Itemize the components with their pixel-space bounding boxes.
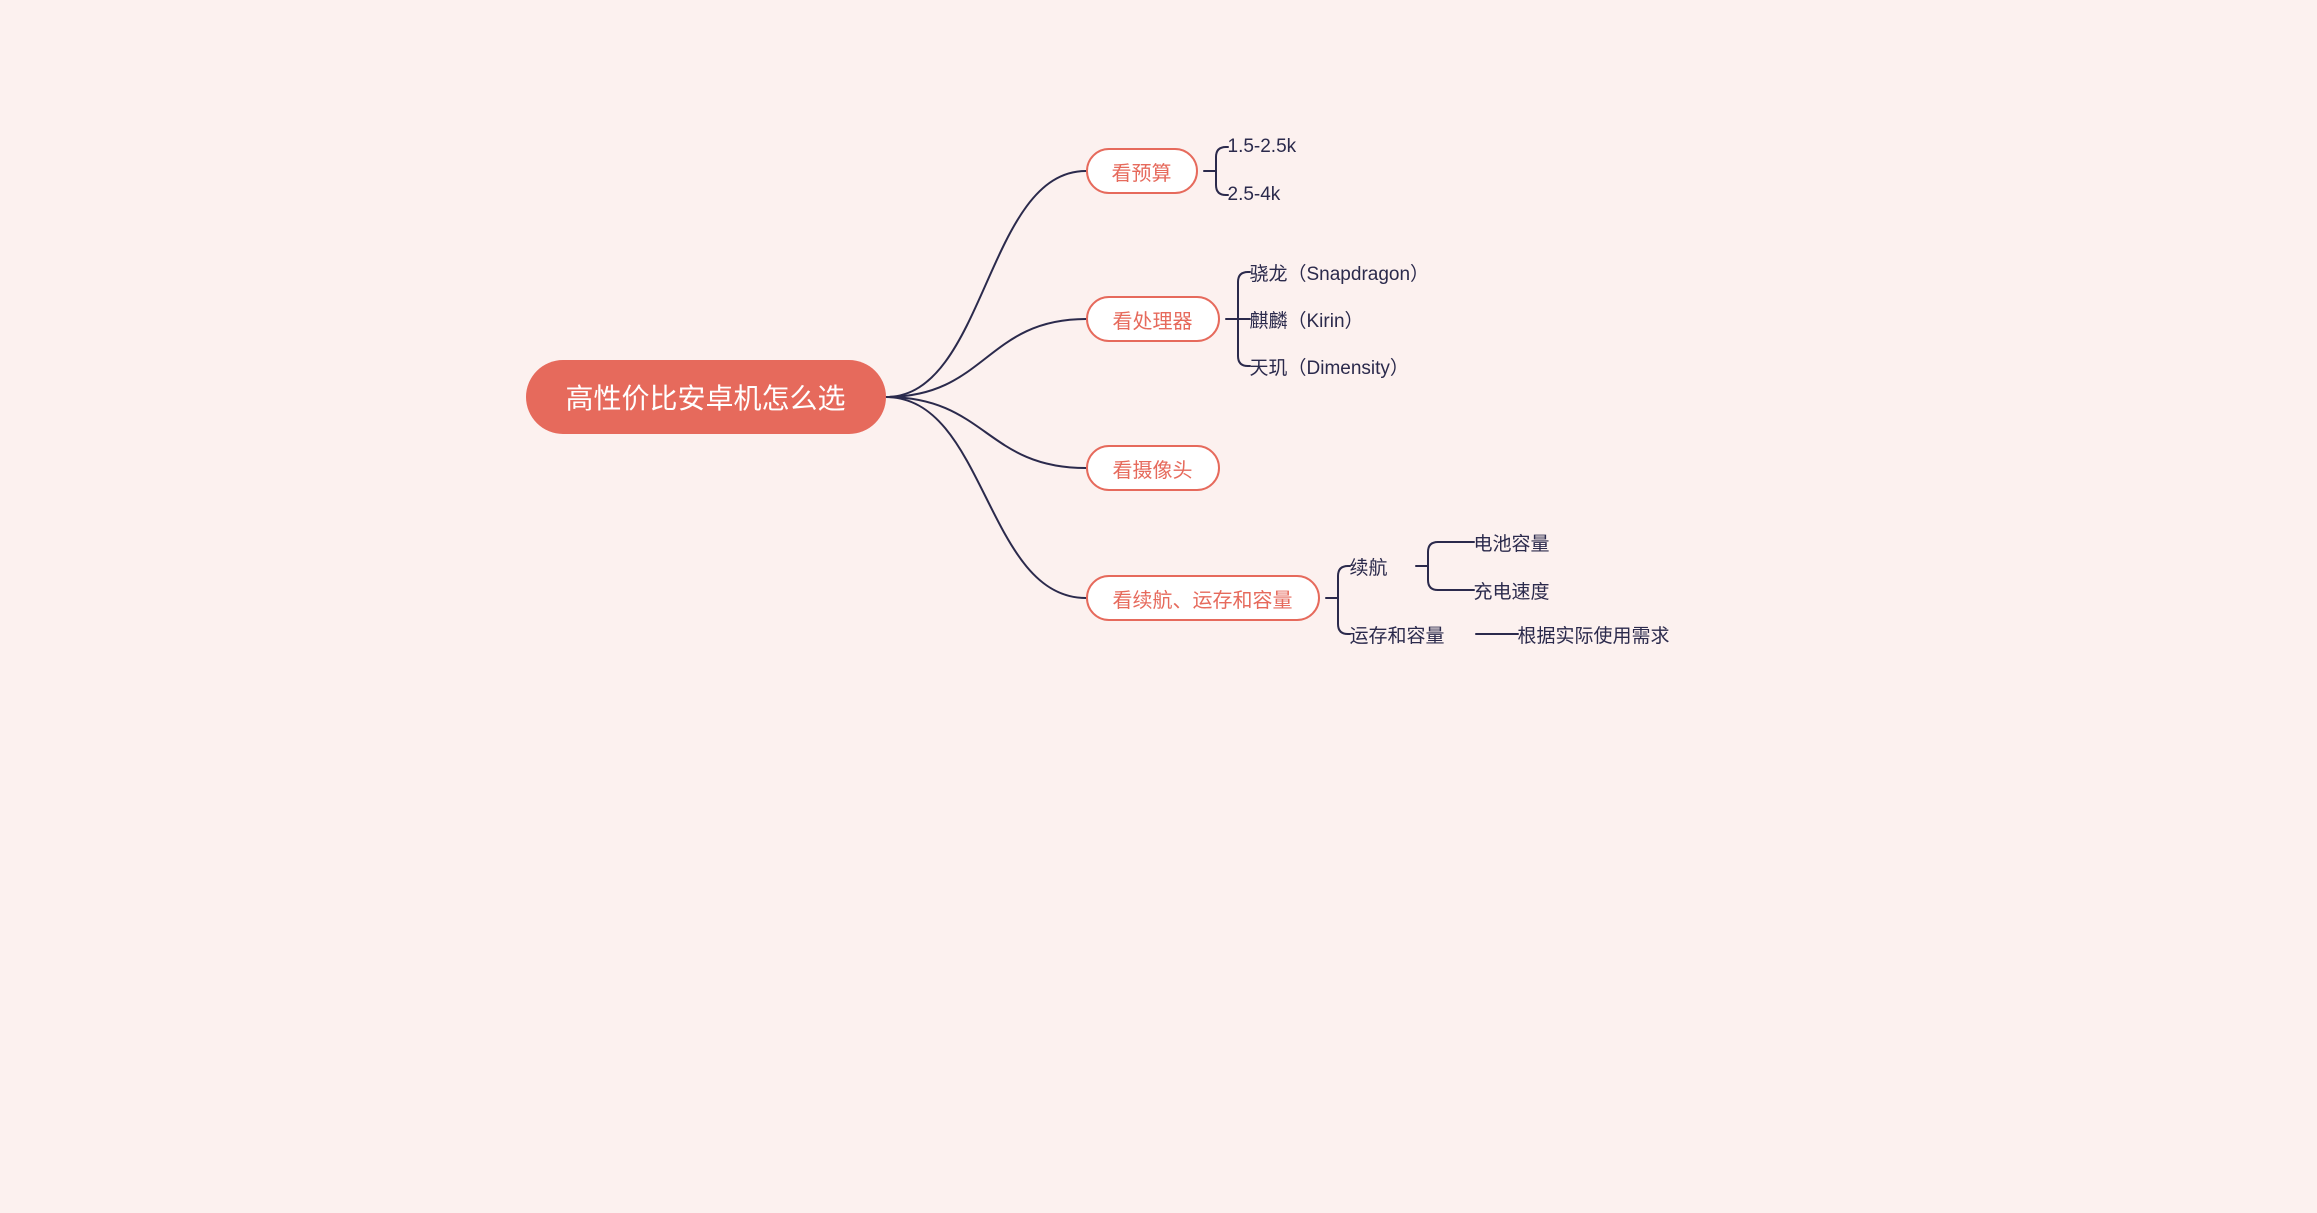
leaf-budget-0-label: 1.5-2.5k (1228, 136, 1297, 158)
mindmap-canvas: 高性价比安卓机怎么选 看预算 1.5-2.5k 2.5-4k 看处理器 骁龙（Snapdr… (391, 0, 1927, 792)
branch-cpu-label: 看处理器 (1113, 305, 1193, 334)
leaf-battery-0-0[interactable]: 电池容量 (1474, 528, 1550, 556)
root-node[interactable]: 高性价比安卓机怎么选 (526, 360, 886, 434)
root-node-label: 高性价比安卓机怎么选 (565, 377, 845, 417)
leaf-battery-0[interactable]: 续航 (1350, 552, 1388, 580)
bracket-cpu-spine (1238, 272, 1248, 366)
leaf-battery-0-label: 续航 (1350, 553, 1388, 580)
leaf-cpu-1-label: 麒麟（Kirin） (1250, 306, 1364, 333)
leaf-battery-1-0-label: 根据实际使用需求 (1518, 621, 1670, 648)
conn-root-to-budget (886, 171, 1086, 397)
leaf-battery-1[interactable]: 运存和容量 (1350, 620, 1445, 648)
leaf-budget-1-label: 2.5-4k (1228, 184, 1281, 206)
branch-camera-label: 看摄像头 (1113, 454, 1193, 483)
leaf-battery-0-1[interactable]: 充电速度 (1474, 576, 1550, 604)
leaf-budget-0[interactable]: 1.5-2.5k (1228, 133, 1297, 161)
leaf-battery-1-0[interactable]: 根据实际使用需求 (1518, 620, 1670, 648)
leaf-budget-1[interactable]: 2.5-4k (1228, 181, 1281, 209)
branch-battery-label: 看续航、运存和容量 (1113, 584, 1293, 613)
branch-budget-label: 看预算 (1112, 157, 1172, 186)
leaf-cpu-2-label: 天玑（Dimensity） (1250, 353, 1409, 380)
conn-root-to-battery (886, 397, 1086, 598)
leaf-battery-0-1-label: 充电速度 (1474, 577, 1550, 604)
branch-camera[interactable]: 看摄像头 (1086, 445, 1220, 491)
conn-root-to-camera (886, 397, 1086, 468)
branch-budget[interactable]: 看预算 (1086, 148, 1198, 194)
branch-battery[interactable]: 看续航、运存和容量 (1086, 575, 1320, 621)
leaf-cpu-0[interactable]: 骁龙（Snapdragon） (1250, 258, 1430, 286)
leaf-cpu-1[interactable]: 麒麟（Kirin） (1250, 305, 1364, 333)
conn-root-to-cpu (886, 319, 1086, 397)
bracket-battery-spine (1338, 566, 1348, 634)
bracket-battery-0-spine (1428, 542, 1438, 590)
leaf-battery-1-label: 运存和容量 (1350, 621, 1445, 648)
leaf-cpu-2[interactable]: 天玑（Dimensity） (1250, 352, 1409, 380)
leaf-battery-0-0-label: 电池容量 (1474, 529, 1550, 556)
leaf-cpu-0-label: 骁龙（Snapdragon） (1250, 259, 1430, 286)
branch-cpu[interactable]: 看处理器 (1086, 296, 1220, 342)
bracket-budget-spine (1216, 147, 1226, 195)
